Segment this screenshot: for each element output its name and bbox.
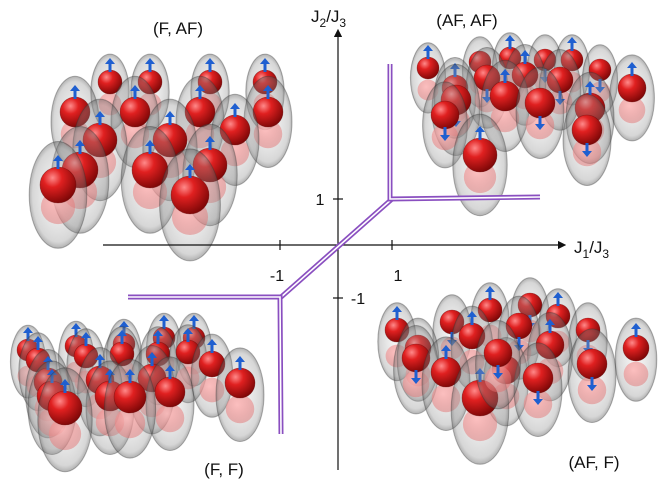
cluster-f-f (9, 312, 265, 473)
spin-up-arrow-icon (147, 352, 157, 366)
spin-up-arrow-icon (631, 323, 641, 337)
spin-site (145, 356, 195, 452)
spin-up-arrow-icon (545, 319, 555, 333)
spin-down-arrow-icon (440, 127, 450, 141)
y-tick-label-neg: -1 (351, 291, 365, 308)
spin-up-arrow-icon (207, 339, 217, 353)
spin-site (37, 367, 93, 473)
spin-down-arrow-icon (411, 370, 421, 384)
spin-site (475, 320, 521, 410)
spin-site (28, 141, 88, 249)
spin-up-arrow-icon (553, 292, 563, 306)
spin-up-arrow-icon (567, 37, 577, 51)
spin-down-arrow-icon (535, 116, 545, 130)
phase-label-af-af: (AF, AF) (436, 11, 497, 30)
spin-up-arrow-icon (467, 311, 477, 325)
phase-label-af-f: (AF, F) (569, 453, 620, 472)
spin-up-arrow-icon (33, 336, 43, 350)
spin-up-arrow-icon (70, 85, 80, 99)
spin-up-arrow-icon (95, 111, 105, 125)
spin-up-arrow-icon (117, 330, 127, 344)
spin-up-arrow-icon (263, 85, 273, 99)
spin-up-arrow-icon (145, 58, 155, 72)
spin-up-arrow-icon (185, 164, 195, 178)
spin-up-arrow-icon (53, 155, 63, 169)
spin-site (513, 342, 563, 438)
axes (103, 28, 567, 470)
spin-up-arrow-icon (260, 58, 270, 72)
spin-down-arrow-icon (587, 377, 597, 391)
y-axis-label: J2/J3 (311, 7, 346, 30)
phase-boundaries (128, 64, 541, 435)
spin-up-arrow-icon (235, 356, 245, 370)
spin-down-arrow-icon (533, 391, 543, 405)
spin-up-arrow-icon (205, 58, 215, 72)
spin-up-arrow-icon (125, 369, 135, 383)
spin-up-arrow-icon (81, 332, 91, 346)
spin-up-arrow-icon (153, 330, 163, 344)
phase-label-f-af: (F, AF) (153, 19, 203, 38)
spin-up-arrow-icon (585, 81, 595, 95)
cluster-f-af (28, 53, 293, 262)
spin-up-arrow-icon (475, 126, 485, 140)
spin-site (562, 93, 612, 186)
spin-site (452, 113, 508, 217)
spin-up-arrow-icon (145, 140, 155, 154)
spin-up-arrow-icon (165, 365, 175, 379)
spin-up-arrow-icon (500, 69, 510, 83)
spin-up-arrow-icon (441, 345, 451, 359)
spin-up-arrow-icon (423, 45, 433, 59)
x-tick-label-neg: -1 (270, 268, 284, 285)
boundary-diagonal-core (279, 198, 393, 299)
spin-down-arrow-icon (493, 365, 503, 379)
spin-up-arrow-icon (60, 379, 70, 393)
spin-up-arrow-icon (230, 103, 240, 117)
spin-site (159, 148, 221, 262)
spin-up-arrow-icon (130, 85, 140, 99)
tick-labels: 1 -1 1 -1 (270, 192, 403, 308)
cluster-af-af (409, 32, 655, 217)
boundary-lower-left-core (128, 296, 282, 435)
spin-up-arrow-icon (627, 62, 637, 76)
spin-up-arrow-icon (205, 136, 215, 150)
boundary-upper-right-core (389, 64, 541, 200)
spin-up-arrow-icon (105, 58, 115, 72)
cluster-af-f (377, 277, 658, 465)
spin-site (103, 358, 157, 459)
spin-down-arrow-icon (582, 143, 592, 157)
spin-up-arrow-icon (195, 85, 205, 99)
y-tick-label-pos: 1 (316, 192, 325, 209)
spin-up-arrow-icon (159, 315, 169, 329)
spin-up-arrow-icon (75, 140, 85, 154)
spin-up-arrow-icon (505, 35, 515, 49)
spin-site (215, 347, 265, 443)
spin-site (614, 317, 658, 402)
spin-up-arrow-icon (485, 286, 495, 300)
phase-label-f-f: (F, F) (204, 460, 244, 479)
x-tick-label-pos: 1 (394, 268, 403, 285)
spin-site (515, 66, 565, 159)
spin-site (609, 54, 655, 142)
spin-up-arrow-icon (183, 328, 193, 342)
spin-up-arrow-icon (165, 111, 175, 125)
spin-up-arrow-icon (392, 306, 402, 320)
spin-up-arrow-icon (520, 50, 530, 64)
spin-site (567, 328, 617, 424)
x-axis-label: J1/J3 (574, 238, 609, 261)
